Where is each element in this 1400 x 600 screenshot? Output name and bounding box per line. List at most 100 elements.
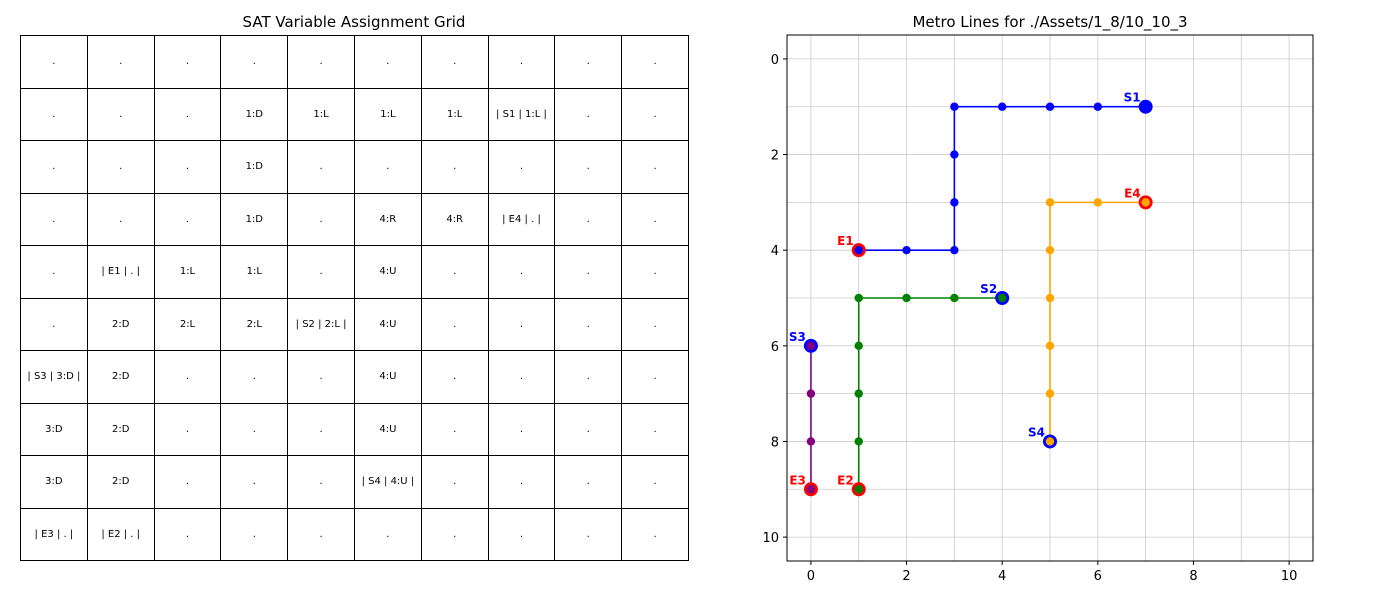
grid-cell: . <box>420 402 489 456</box>
end-label: E4 <box>1124 186 1141 200</box>
grid-cell: . <box>20 192 88 246</box>
station-point <box>1045 245 1055 255</box>
grid-cell: . <box>487 140 556 194</box>
grid-cell: 2:D <box>86 455 155 509</box>
start-marker-core <box>997 293 1007 303</box>
grid-cell: . <box>621 402 689 456</box>
x-tick-label: 2 <box>902 569 910 584</box>
grid-cell: . <box>420 140 489 194</box>
y-tick-label: 6 <box>771 340 779 355</box>
station-point <box>806 389 816 398</box>
grid-cell: . <box>487 507 556 561</box>
grid-cell: . <box>487 350 556 404</box>
grid-cell: 4:R <box>420 192 489 246</box>
grid-cell: . <box>621 507 689 561</box>
grid-cell: 4:U <box>353 297 422 351</box>
grid-cell: . <box>420 35 489 89</box>
grid-cell: . <box>621 192 689 246</box>
grid-cell: . <box>487 455 556 509</box>
grid-cell: 2:L <box>220 297 289 351</box>
end-marker-core <box>806 485 816 494</box>
chart-title: Metro Lines for ./Assets/1_8/10_10_3 <box>912 13 1188 31</box>
grid-cell: . <box>554 35 623 89</box>
grid-cell: . <box>554 455 623 509</box>
metro-lines-chart: 0 2 4 6 8 10 0 2 4 6 8 10 S1 E1 S2 E2 S3 E3 S4 E4 <box>762 34 1314 584</box>
grid-cell: . <box>153 350 222 404</box>
grid-cell: . <box>487 402 556 456</box>
grid-cell: . <box>554 402 623 456</box>
sat-variable-grid: ............. 1:D 1:L 1:L 1:L | S1 | 1:L |...… <box>20 35 689 561</box>
grid-cell: . <box>487 35 556 89</box>
metro-line-2 <box>857 297 1003 490</box>
grid-row: ... 1:D...... <box>20 140 689 194</box>
grid-cell: 1:D <box>220 87 289 141</box>
station-point <box>902 293 911 303</box>
grid-cell: 2:L <box>153 297 222 351</box>
station-point <box>1045 293 1055 303</box>
grid-cell: . <box>621 35 689 89</box>
grid-cell: . <box>153 140 222 194</box>
grid-row: ... 1:D. 4:R 4:R | E4 | . |.. <box>20 192 689 246</box>
grid-cell: . <box>554 245 623 299</box>
start-marker-core <box>1045 437 1055 446</box>
grid-cell: . <box>554 192 623 246</box>
grid-cell: . <box>86 35 155 89</box>
grid-cell: . <box>287 350 355 404</box>
grid-cell: | E3 | . | <box>20 507 88 561</box>
grid-cell: . <box>153 402 222 456</box>
grid-cell: 1:L <box>353 87 422 141</box>
station-point <box>1045 102 1055 111</box>
grid-cell: . <box>621 297 689 351</box>
grid-cell: . <box>420 507 489 561</box>
grid-cell: . <box>353 35 422 89</box>
start-label: S4 <box>1028 425 1045 439</box>
grid-cell: . <box>554 507 623 561</box>
grid-cell: 2:D <box>86 402 155 456</box>
grid-cell: . <box>621 140 689 194</box>
end-marker-core <box>1141 198 1150 207</box>
grid-cell: . <box>153 192 222 246</box>
y-tick-label: 8 <box>771 435 779 450</box>
x-tick-label: 4 <box>998 569 1006 584</box>
grid-cell: . <box>487 245 556 299</box>
station-point <box>1045 341 1055 351</box>
y-tick-label: 4 <box>771 244 779 259</box>
station-point <box>854 389 863 398</box>
metro-line-1 <box>858 105 1146 251</box>
station-point <box>950 150 959 159</box>
grid-cell: 2:D <box>86 297 155 351</box>
x-tick-label: 8 <box>1189 569 1197 584</box>
station-point <box>950 245 959 255</box>
grid-cell: . <box>20 35 88 89</box>
grid-cell: . <box>153 87 222 141</box>
grid-cell: . <box>220 455 289 509</box>
station-point <box>902 245 911 255</box>
grid-cell: . <box>220 350 289 404</box>
y-tick-label: 0 <box>771 53 779 68</box>
grid-row: | S3 | 3:D | 2:D... 4:U.... <box>20 350 689 404</box>
grid-cell: | E1 | . | <box>86 245 155 299</box>
station-point <box>1093 198 1103 207</box>
x-tick-label: 0 <box>807 569 815 584</box>
y-tick-label: 2 <box>771 149 779 164</box>
grid-cell: 1:L <box>420 87 489 141</box>
end-label: E3 <box>789 473 806 487</box>
grid-cell: . <box>353 140 422 194</box>
station-point <box>1093 102 1103 111</box>
grid-cell: . <box>287 140 355 194</box>
grid-cell: 1:D <box>220 140 289 194</box>
grid-cell: . <box>420 297 489 351</box>
end-marker-core <box>854 485 863 494</box>
grid-cell: . <box>86 140 155 194</box>
grid-cell: 3:D <box>20 402 88 456</box>
grid-row: . 2:D 2:L 2:L | S2 | 2:L | 4:U.... <box>20 297 689 351</box>
grid-cell: . <box>287 507 355 561</box>
grid-cell: . <box>220 35 289 89</box>
start-label: S1 <box>1124 91 1141 105</box>
plot-frame <box>786 34 1314 562</box>
grid-cell: | S3 | 3:D | <box>20 350 88 404</box>
grid-cell: . <box>554 350 623 404</box>
grid-cell: 1:D <box>220 192 289 246</box>
grid-row: 3:D 2:D... | S4 | 4:U |.... <box>20 455 689 509</box>
station-point <box>854 293 863 303</box>
